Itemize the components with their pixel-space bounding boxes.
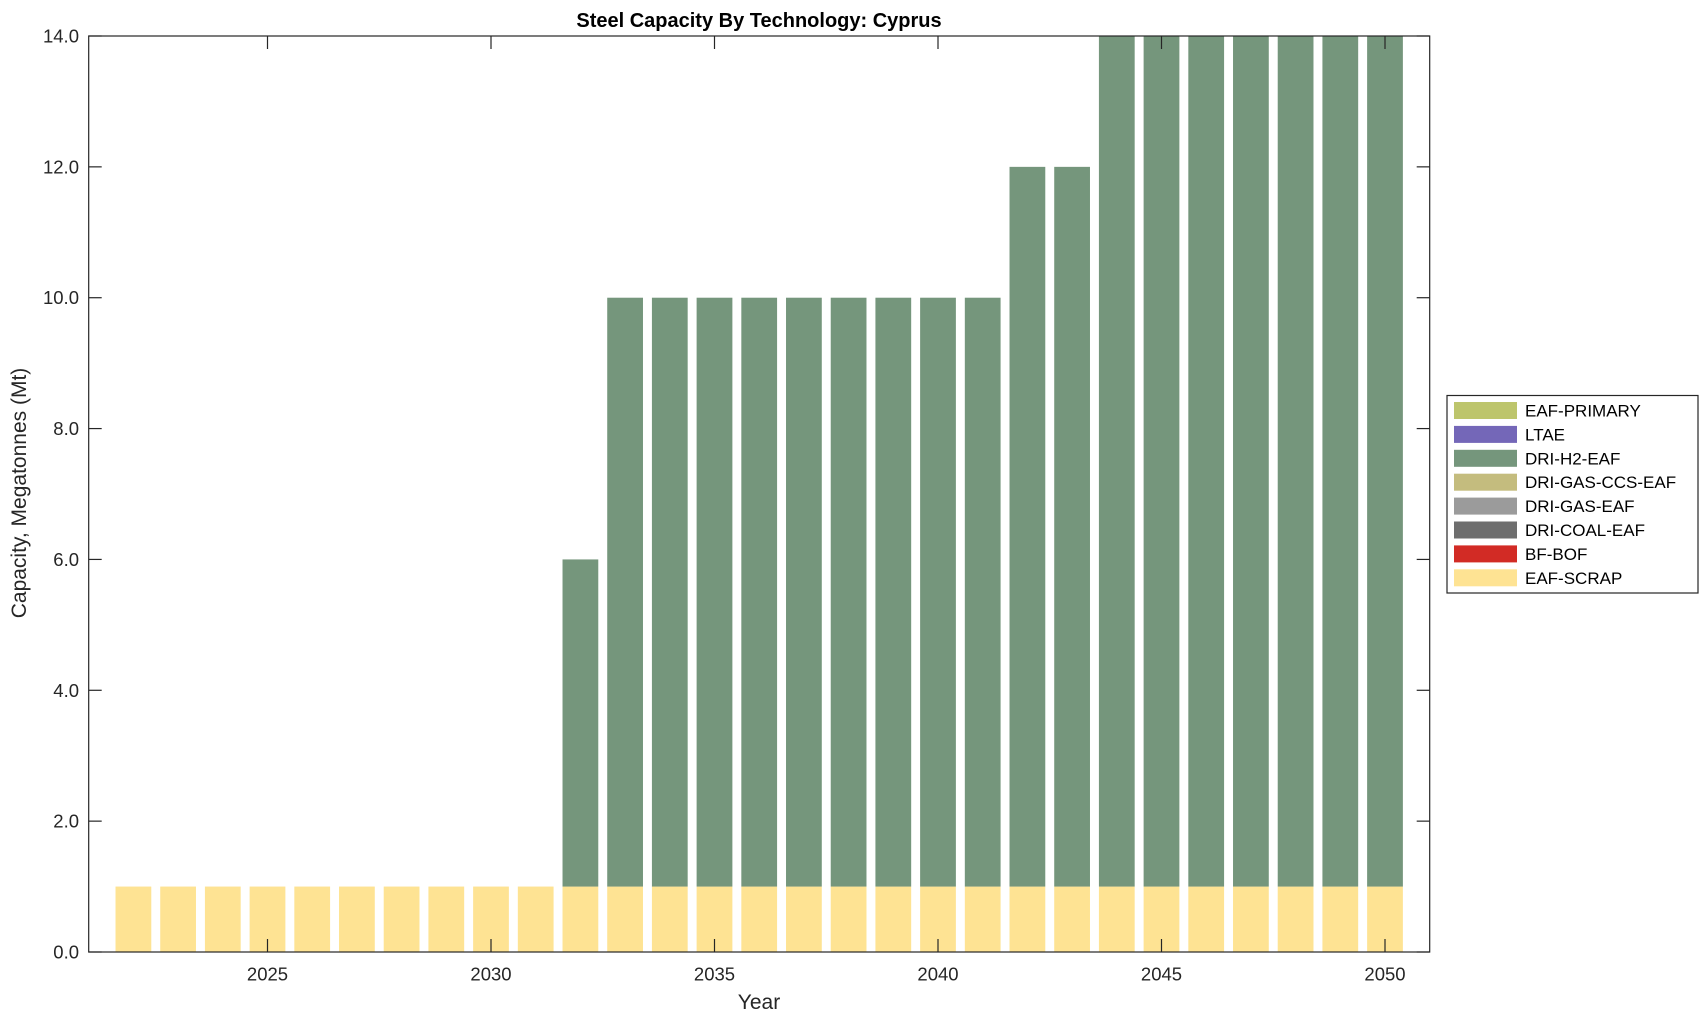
x-tick-label: 2045 <box>1141 964 1182 985</box>
bar-eaf-scrap-2026 <box>294 886 331 952</box>
bar-eaf-scrap-2048 <box>1277 886 1314 952</box>
legend-label-bf-bof: BF-BOF <box>1525 545 1587 564</box>
bar-dri-h2-eaf-2038 <box>830 297 867 887</box>
axes-box <box>88 35 1431 953</box>
y-tick-label: 8.0 <box>53 418 79 439</box>
legend-label-dri-gas-eaf: DRI-GAS-EAF <box>1525 497 1635 516</box>
bar-dri-h2-eaf-2039 <box>875 297 912 887</box>
bar-dri-h2-eaf-2035 <box>696 297 733 887</box>
bar-eaf-scrap-2027 <box>339 886 375 952</box>
bar-eaf-scrap-2029 <box>428 886 465 952</box>
x-axis-label: Year <box>738 991 780 1014</box>
bar-dri-h2-eaf-2044 <box>1098 36 1135 887</box>
y-tick-label: 10.0 <box>43 287 79 308</box>
bar-dri-h2-eaf-2045 <box>1143 36 1180 887</box>
bar-eaf-scrap-2023 <box>160 886 196 952</box>
bar-eaf-scrap-2041 <box>964 886 1001 952</box>
legend: EAF-PRIMARY LTAE DRI-H2-EAF DRI-GAS-CCS-EAF… <box>1446 394 1699 594</box>
y-tick-label: 6.0 <box>53 549 79 570</box>
legend-label-ltae: LTAE <box>1525 425 1565 444</box>
legend-swatch-dri-gas-eaf <box>1454 497 1517 515</box>
bar-dri-h2-eaf-2032 <box>562 559 599 887</box>
x-tick-label: 2025 <box>247 964 288 985</box>
bar-dri-h2-eaf-2050 <box>1367 36 1403 887</box>
bar-eaf-scrap-2047 <box>1233 886 1269 952</box>
bar-dri-h2-eaf-2037 <box>786 297 822 887</box>
bar-dri-h2-eaf-2043 <box>1054 166 1090 887</box>
bar-eaf-scrap-2024 <box>204 886 241 952</box>
y-tick-label: 2.0 <box>53 811 79 832</box>
y-tick-label: 0.0 <box>53 942 79 963</box>
bar-dri-h2-eaf-2042 <box>1009 166 1046 887</box>
bar-eaf-scrap-2031 <box>517 886 554 952</box>
bar-dri-h2-eaf-2036 <box>741 297 778 887</box>
chart-title: Steel Capacity By Technology: Cyprus <box>576 10 941 32</box>
x-tick-label: 2050 <box>1364 964 1405 985</box>
bar-dri-h2-eaf-2046 <box>1188 36 1225 887</box>
x-tick-label: 2040 <box>917 964 958 985</box>
bar-dri-h2-eaf-2049 <box>1322 36 1359 887</box>
y-axis-label: Capacity, Megatonnes (Mt) <box>8 368 31 619</box>
legend-swatch-bf-bof <box>1454 545 1517 563</box>
legend-swatch-ltae <box>1454 425 1517 443</box>
bar-dri-h2-eaf-2040 <box>920 297 956 887</box>
y-tick-label: 12.0 <box>43 156 79 177</box>
legend-label-eaf-primary: EAF-PRIMARY <box>1525 402 1641 421</box>
bar-dri-h2-eaf-2047 <box>1233 36 1269 887</box>
bar-eaf-scrap-2042 <box>1009 886 1046 952</box>
bar-eaf-scrap-2036 <box>741 886 778 952</box>
bar-eaf-scrap-2039 <box>875 886 912 952</box>
bar-dri-h2-eaf-2034 <box>651 297 688 887</box>
bar-eaf-scrap-2022 <box>115 886 152 952</box>
axes-group: 0.0 2.0 4.0 6.0 8.0 10.0 12.0 14.0 2025 2030 2035 2… <box>43 26 1431 985</box>
y-tick-label: 14.0 <box>43 26 79 47</box>
legend-swatch-eaf-scrap <box>1454 569 1517 587</box>
bars-group <box>115 36 1403 952</box>
bar-eaf-scrap-2028 <box>383 886 420 952</box>
bar-dri-h2-eaf-2033 <box>607 297 643 887</box>
x-tick-label: 2035 <box>694 964 735 985</box>
bar-eaf-scrap-2043 <box>1054 886 1090 952</box>
bar-eaf-scrap-2038 <box>830 886 867 952</box>
y-tick-label: 4.0 <box>53 680 79 701</box>
x-tick-label: 2030 <box>470 964 511 985</box>
bar-eaf-scrap-2033 <box>607 886 643 952</box>
legend-label-dri-coal-eaf: DRI-COAL-EAF <box>1525 521 1645 540</box>
legend-swatch-dri-coal-eaf <box>1454 521 1517 539</box>
bar-eaf-scrap-2032 <box>562 886 599 952</box>
bar-dri-h2-eaf-2048 <box>1277 36 1314 887</box>
bar-eaf-scrap-2044 <box>1098 886 1135 952</box>
legend-label-dri-h2-eaf: DRI-H2-EAF <box>1525 449 1620 468</box>
bar-eaf-scrap-2034 <box>651 886 688 952</box>
bar-dri-h2-eaf-2041 <box>964 297 1001 887</box>
legend-swatch-dri-gas-ccs-eaf <box>1454 473 1517 491</box>
bar-eaf-scrap-2049 <box>1322 886 1359 952</box>
legend-swatch-eaf-primary <box>1454 402 1517 419</box>
bar-eaf-scrap-2037 <box>786 886 822 952</box>
bar-eaf-scrap-2046 <box>1188 886 1225 952</box>
legend-swatch-dri-h2-eaf <box>1454 449 1517 467</box>
legend-label-dri-gas-ccs-eaf: DRI-GAS-CCS-EAF <box>1525 473 1676 492</box>
legend-label-eaf-scrap: EAF-SCRAP <box>1525 569 1622 588</box>
